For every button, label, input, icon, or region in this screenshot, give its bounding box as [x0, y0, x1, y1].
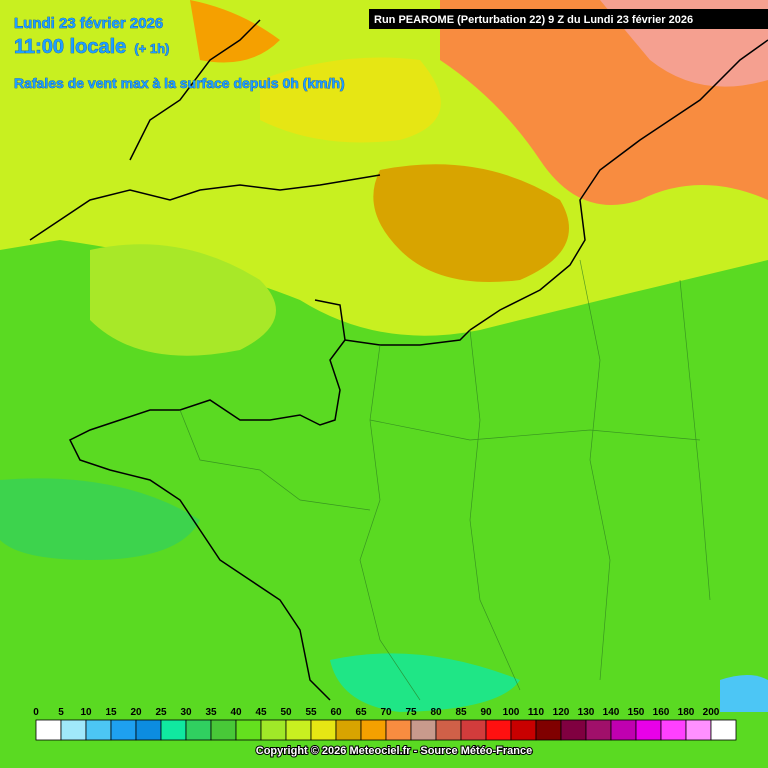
borders — [179, 259, 711, 701]
date: Lundi 23 février 2026 — [14, 15, 163, 32]
legend-swatch — [260, 719, 287, 741]
time-offset: (+ 1h) — [134, 41, 169, 56]
legend-label: 140 — [603, 707, 620, 718]
legend-swatch — [685, 719, 712, 741]
copyright: Copyright © 2026 Meteociel.fr - Source M… — [256, 745, 532, 757]
legend-label: 180 — [678, 707, 695, 718]
legend-label: 55 — [305, 707, 317, 718]
legend-label: 110 — [528, 707, 545, 718]
legend-label: 15 — [105, 707, 117, 718]
legend-swatch — [410, 719, 437, 741]
parameter: Rafales de vent max à la surface depuis … — [14, 75, 345, 91]
field-cyan — [330, 653, 520, 712]
legend-label: 75 — [405, 707, 417, 718]
field-ochre-2 — [260, 57, 441, 143]
legend-label: 100 — [503, 707, 520, 718]
legend-label: 120 — [553, 707, 570, 718]
legend-label: 60 — [330, 707, 342, 718]
legend-swatch — [385, 719, 412, 741]
legend-swatch — [310, 719, 337, 741]
legend-label: 50 — [280, 707, 292, 718]
legend-swatch — [360, 719, 387, 741]
legend-swatch — [460, 719, 487, 741]
time-main: 11:00 locale — [14, 36, 126, 58]
field-ochre — [373, 164, 569, 282]
legend-label: 25 — [155, 707, 167, 718]
field-teal — [0, 478, 200, 560]
legend-label: 40 — [230, 707, 242, 718]
legend-swatch — [160, 719, 187, 741]
legend-label: 20 — [130, 707, 142, 718]
legend-label: 10 — [80, 707, 92, 718]
legend-label: 160 — [653, 707, 670, 718]
legend-swatch — [185, 719, 212, 741]
legend-swatch — [35, 719, 62, 741]
legend-label: 200 — [703, 707, 720, 718]
legend-label: 85 — [455, 707, 467, 718]
legend-label: 5 — [58, 707, 64, 718]
field-blue — [720, 675, 768, 712]
legend-swatch — [335, 719, 362, 741]
legend: 0 5 10 15 20 25 30 35 40 45 50 55 60 65 70 75 80 85 90 100 1… — [33, 707, 737, 741]
legend-swatch — [135, 719, 162, 741]
legend-swatch — [235, 719, 262, 741]
legend-label: 80 — [430, 707, 442, 718]
legend-swatch — [85, 719, 112, 741]
run-title: Run PEAROME (Perturbation 22) 9 Z du Lun… — [374, 14, 693, 26]
legend-label: 45 — [255, 707, 267, 718]
field-orange-2 — [190, 0, 280, 63]
field-yellowgreen — [90, 244, 276, 356]
coastline — [29, 19, 768, 701]
legend-swatch — [510, 719, 537, 741]
run-box — [369, 9, 768, 29]
legend-swatch — [210, 719, 237, 741]
legend-label: 65 — [355, 707, 367, 718]
legend-label: 90 — [480, 707, 492, 718]
legend-label: 35 — [205, 707, 217, 718]
legend-label: 0 — [33, 707, 39, 718]
legend-swatch — [435, 719, 462, 741]
legend-swatch — [635, 719, 662, 741]
legend-swatch — [60, 719, 87, 741]
legend-swatch — [110, 719, 137, 741]
legend-swatch — [535, 719, 562, 741]
legend-label: 150 — [628, 707, 645, 718]
legend-swatch — [560, 719, 587, 741]
legend-label: 70 — [380, 707, 392, 718]
legend-label: 30 — [180, 707, 192, 718]
legend-swatch — [585, 719, 612, 741]
time: 11:00 locale (+ 1h) — [14, 36, 169, 58]
legend-swatch — [660, 719, 687, 741]
legend-swatch — [710, 719, 737, 741]
legend-label: 130 — [578, 707, 595, 718]
legend-swatch — [610, 719, 637, 741]
legend-swatch — [485, 719, 512, 741]
legend-swatch — [285, 719, 312, 741]
